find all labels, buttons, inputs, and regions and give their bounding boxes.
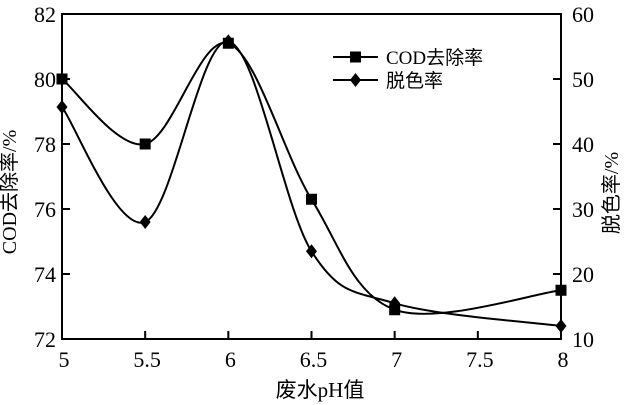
left-tick-label: 72 [34,327,56,352]
right-tick-label: 60 [572,2,594,27]
left-tick-label: 82 [34,2,56,27]
right-tick-label: 50 [572,67,594,92]
right-tick-label: 30 [572,197,594,222]
x-tick-label: 5 [59,347,70,372]
legend-label-cod: COD去除率 [386,47,483,69]
left-tick-label: 78 [34,132,56,157]
left-tick-label: 80 [34,67,56,92]
diamond-marker-icon [350,73,361,87]
axis-tick-labels: 72 74 76 78 80 82 10 20 30 40 50 60 5 5.5 6 6.5 7 7.5 8 [34,2,594,372]
diamond-marker-icon [389,296,401,311]
diamond-marker-icon [56,99,68,114]
diamond-marker-icon [555,319,567,333]
square-marker-icon [555,284,567,296]
x-tick-label: 8 [558,347,569,372]
right-tick-label: 20 [572,262,594,287]
x-tick-label: 6 [225,347,236,372]
right-axis-title: 脱色率/% [600,152,623,234]
x-axis-title: 废水pH值 [276,378,365,402]
series-lines [61,40,562,327]
diamond-marker-icon [222,34,234,49]
legend: COD去除率 脱色率 [333,47,483,92]
series-markers [56,34,567,333]
x-tick-label: 7 [391,347,402,372]
square-marker-icon [350,51,361,63]
legend-label-decolor: 脱色率 [386,70,443,92]
left-tick-label: 76 [34,197,56,222]
square-marker-icon [56,73,68,85]
x-tick-label: 7.5 [466,347,494,372]
axis-ticks [62,78,561,339]
x-tick-label: 5.5 [133,347,161,372]
square-marker-icon [306,193,317,205]
legend-item-decolor: 脱色率 [333,70,443,92]
square-marker-icon [139,138,151,150]
diamond-marker-icon [306,244,317,259]
right-tick-label: 10 [572,327,594,352]
left-tick-label: 74 [34,262,56,287]
x-tick-label: 6.5 [300,347,328,372]
diamond-marker-icon [139,215,151,229]
series-line-cod [61,42,562,315]
legend-item-cod: COD去除率 [333,47,483,69]
left-axis-title: COD去除率/% [0,130,21,254]
right-tick-label: 40 [572,132,594,157]
plot-frame [61,13,562,340]
series-line-decolor [61,40,562,327]
